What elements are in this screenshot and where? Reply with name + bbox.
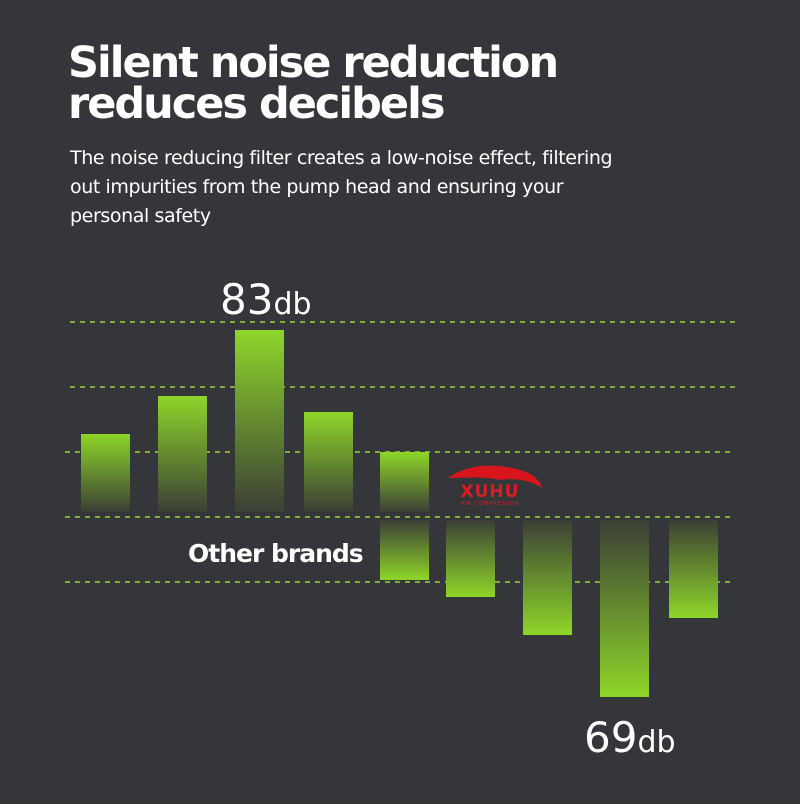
logo-swoosh	[448, 465, 542, 488]
logo-tagline: AIR COMPRESSOR	[460, 501, 519, 507]
bar	[446, 520, 495, 597]
subtitle-line: personal safety	[70, 205, 211, 227]
bar	[380, 452, 429, 512]
title-line: Silent noise reduction	[68, 38, 557, 88]
other-brands-label: Other brands	[188, 539, 363, 568]
low-unit: db	[637, 725, 675, 760]
title-line: reduces decibels	[68, 79, 444, 129]
bar	[235, 330, 284, 512]
high-label: 83db	[220, 275, 312, 324]
bar	[304, 412, 353, 512]
bar	[669, 520, 718, 618]
low-label: 69db	[584, 713, 676, 762]
subtitle-line: out impurities from the pump head and en…	[70, 176, 564, 198]
bar	[523, 520, 572, 635]
logo: XUHU AIR COMPRESSOR	[448, 465, 542, 507]
bars	[81, 330, 718, 697]
logo-name: XUHU	[461, 482, 520, 502]
subtitle-line: The noise reducing filter creates a low-…	[69, 147, 612, 169]
bar	[158, 396, 207, 512]
high-unit: db	[273, 287, 311, 322]
high-number: 83	[220, 275, 273, 324]
bar	[380, 520, 429, 580]
bar	[81, 434, 130, 512]
bar	[600, 520, 649, 697]
low-number: 69	[584, 713, 637, 762]
